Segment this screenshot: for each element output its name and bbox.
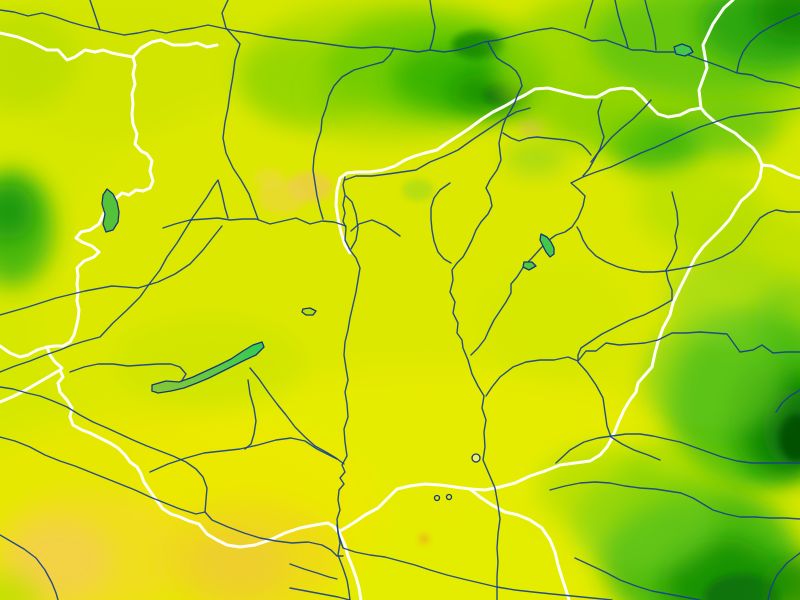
field-blob-50	[700, 210, 800, 290]
field-blob-45	[760, 556, 800, 600]
river-sajo	[502, 132, 592, 156]
river-n-trib4	[584, 0, 594, 29]
river-kapos	[149, 437, 338, 473]
river-tisza	[449, 41, 523, 600]
river-hron	[312, 47, 395, 220]
river-danube-west	[162, 217, 347, 229]
border-hu-hr	[45, 345, 472, 549]
border-at-sk	[131, 38, 219, 59]
river-vuka	[289, 563, 338, 580]
field-blob-34	[0, 10, 78, 110]
field-blob-20	[315, 70, 375, 114]
river-rabca	[0, 225, 223, 316]
border-northwest	[0, 31, 135, 62]
river-se-corner	[767, 552, 800, 600]
lake-small-1	[522, 261, 537, 271]
border-ua-ro	[760, 163, 800, 180]
river-hr-southwest	[0, 534, 59, 600]
border-si-west	[0, 368, 62, 404]
field-blob-10	[254, 168, 282, 188]
river-zagyva	[430, 182, 452, 264]
river-szentendre-branch	[345, 195, 359, 250]
river-bodrog-a	[582, 99, 605, 177]
river-szamos	[470, 107, 800, 356]
field-blob-12	[420, 535, 428, 543]
field-blob-38	[779, 414, 800, 462]
border-hu-ro	[609, 163, 764, 442]
field-blob-41	[755, 275, 800, 365]
field-blob-21	[402, 179, 434, 201]
border-hu-rs	[468, 438, 613, 492]
river-danube-old-branch	[336, 524, 351, 600]
field-blob-51	[475, 260, 635, 380]
field-blob-49	[620, 435, 740, 505]
border-sk-ua	[697, 0, 735, 110]
field-blob-29	[550, 84, 634, 144]
river-ne-trib2	[614, 0, 629, 49]
river-south-east	[574, 557, 701, 600]
lake-balaton	[151, 341, 265, 394]
river-raba	[0, 179, 229, 373]
river-koros	[577, 191, 679, 362]
field-blob-39	[643, 313, 787, 437]
river-sava	[289, 587, 351, 600]
river-ne-trib3	[736, 12, 800, 73]
border-danube-south	[331, 524, 363, 600]
lake-velence	[301, 307, 317, 316]
field-blob-52	[0, 573, 40, 600]
border-hu-ua	[699, 106, 764, 167]
border-west-stub	[0, 344, 49, 359]
river-sio	[249, 367, 345, 465]
field-blob-25	[755, 0, 800, 41]
border-at-hu-west	[45, 55, 155, 349]
river-mura	[0, 386, 208, 513]
border-hu-sk	[334, 86, 703, 255]
field-blob-19	[452, 31, 504, 59]
pond-tiny-2	[445, 493, 453, 501]
river-szamos-south	[576, 209, 800, 273]
field-blob-5	[8, 520, 112, 600]
lake-layer	[101, 43, 694, 502]
river-upper-danube-top	[0, 9, 800, 89]
field-blob-30	[504, 142, 568, 174]
field-blob-48	[115, 317, 305, 407]
river-morava	[89, 0, 101, 31]
river-kapos-trib	[244, 379, 257, 450]
river-galga	[350, 219, 401, 237]
river-timis	[549, 481, 800, 520]
river-vah	[221, 0, 259, 220]
river-bodrog-b	[590, 99, 652, 163]
border-rs-danube-se	[468, 487, 571, 600]
lake-ferto	[101, 188, 120, 233]
lake-center-east	[539, 233, 555, 258]
river-drava	[0, 436, 344, 557]
field-blob-7	[188, 529, 288, 597]
field-blob-33	[0, 184, 34, 240]
river-koros-south	[577, 361, 661, 461]
pond-tiny-1	[433, 494, 441, 502]
river-danube-main	[336, 176, 613, 600]
pond-ring-south	[471, 453, 481, 463]
lake-tisza	[673, 43, 694, 57]
river-mures-trib	[775, 389, 800, 413]
river-bega	[555, 433, 800, 464]
river-ipoly	[344, 107, 531, 181]
river-n-trib5	[429, 0, 436, 50]
river-ne-trib1	[644, 0, 657, 51]
river-maros	[485, 331, 800, 397]
